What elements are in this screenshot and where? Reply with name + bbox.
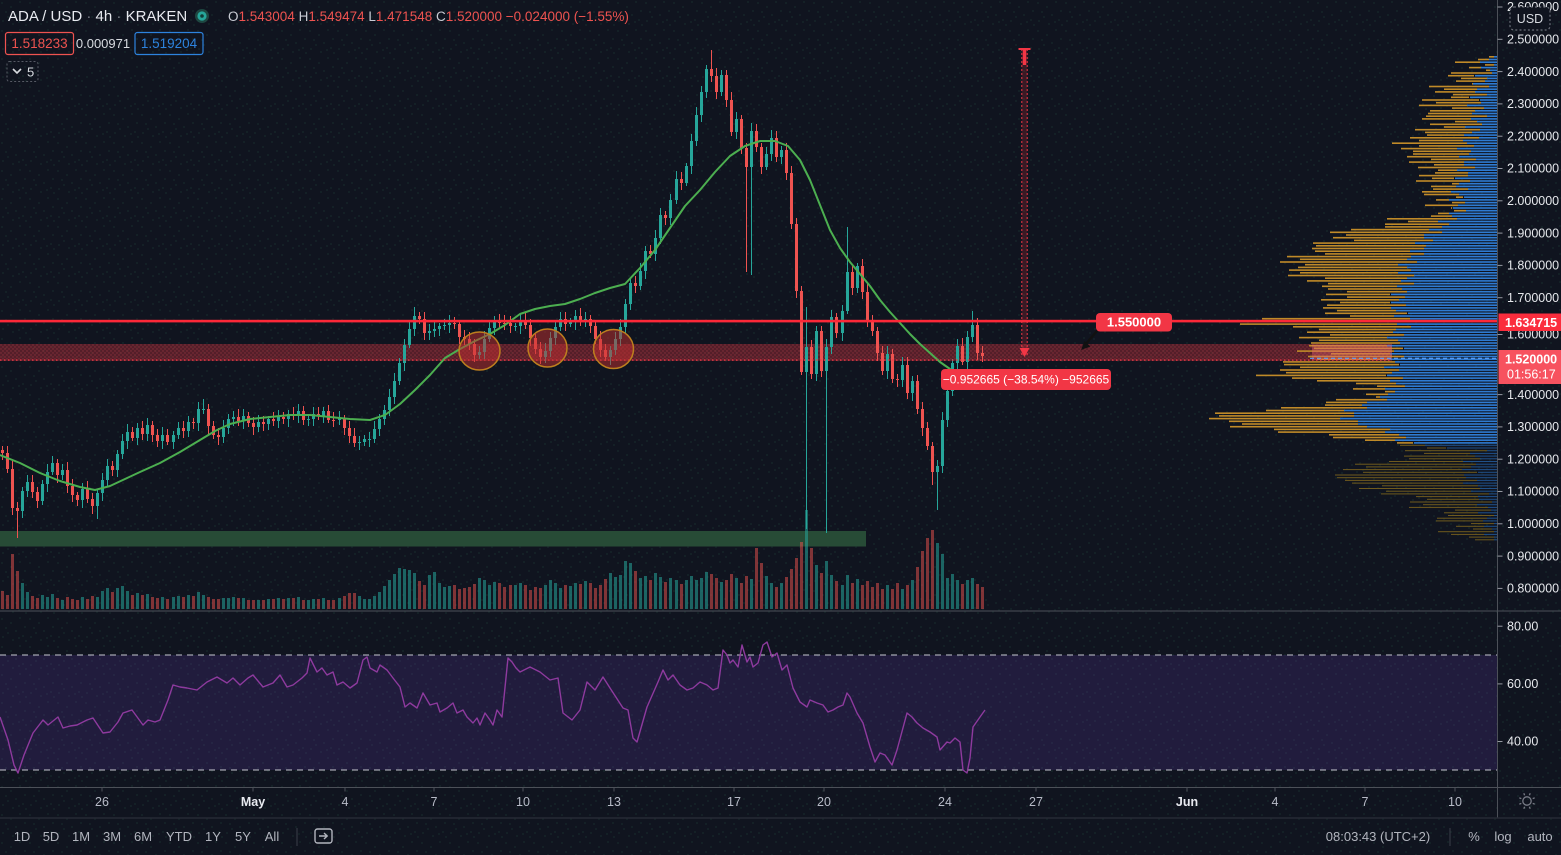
svg-text:20: 20 (817, 795, 831, 809)
svg-text:0.900000: 0.900000 (1507, 549, 1559, 563)
svg-text:auto: auto (1527, 829, 1552, 844)
svg-text:2.000000: 2.000000 (1507, 194, 1559, 208)
svg-text:2.100000: 2.100000 (1507, 162, 1559, 176)
svg-text:13: 13 (607, 795, 621, 809)
svg-text:2.200000: 2.200000 (1507, 129, 1559, 143)
svg-text:1.600000: 1.600000 (1507, 328, 1559, 342)
svg-text:−0.952665 (−38.54%) −952665: −0.952665 (−38.54%) −952665 (943, 373, 1110, 387)
svg-text:08:03:43 (UTC+2): 08:03:43 (UTC+2) (1326, 829, 1430, 844)
svg-text:5: 5 (27, 65, 34, 80)
svg-text:1.100000: 1.100000 (1507, 485, 1559, 499)
svg-text:4: 4 (342, 795, 349, 809)
svg-text:27: 27 (1029, 795, 1043, 809)
svg-text:ADA / USD · 4h · KRAKEN: ADA / USD · 4h · KRAKEN (8, 8, 187, 25)
svg-text:1.800000: 1.800000 (1507, 259, 1559, 273)
svg-text:O1.543004 H1.549474 L1.471548: O1.543004 H1.549474 L1.471548 C1.520000 … (228, 9, 629, 24)
svg-text:2.500000: 2.500000 (1507, 33, 1559, 47)
svg-text:24: 24 (938, 795, 952, 809)
svg-text:6M: 6M (134, 829, 152, 844)
svg-text:26: 26 (95, 795, 109, 809)
svg-text:2.300000: 2.300000 (1507, 97, 1559, 111)
svg-text:1.200000: 1.200000 (1507, 452, 1559, 466)
svg-text:10: 10 (516, 795, 530, 809)
svg-text:1.550000: 1.550000 (1107, 315, 1161, 330)
svg-text:1Y: 1Y (205, 829, 221, 844)
svg-text:0.000971: 0.000971 (76, 36, 130, 51)
svg-text:1.700000: 1.700000 (1507, 291, 1559, 305)
svg-text:5Y: 5Y (235, 829, 251, 844)
svg-text:1.900000: 1.900000 (1507, 226, 1559, 240)
svg-text:log: log (1494, 829, 1511, 844)
svg-text:1.518233: 1.518233 (11, 36, 67, 51)
svg-text:3M: 3M (103, 829, 121, 844)
svg-text:USD: USD (1517, 12, 1543, 26)
svg-text:2.400000: 2.400000 (1507, 65, 1559, 79)
svg-text:May: May (241, 795, 265, 809)
svg-text:0.800000: 0.800000 (1507, 582, 1559, 596)
svg-text:YTD: YTD (166, 829, 192, 844)
svg-text:%: % (1468, 829, 1480, 844)
svg-text:40.00: 40.00 (1507, 735, 1538, 749)
svg-text:17: 17 (727, 795, 741, 809)
svg-text:10: 10 (1448, 795, 1462, 809)
svg-text:7: 7 (1362, 795, 1369, 809)
svg-text:Jun: Jun (1176, 795, 1198, 809)
svg-text:60.00: 60.00 (1507, 677, 1538, 691)
svg-text:7: 7 (431, 795, 438, 809)
svg-text:80.00: 80.00 (1507, 619, 1538, 633)
svg-text:1.519204: 1.519204 (141, 36, 198, 51)
svg-text:5D: 5D (43, 829, 60, 844)
svg-text:4: 4 (1272, 795, 1279, 809)
svg-text:1.000000: 1.000000 (1507, 517, 1559, 531)
svg-text:1.400000: 1.400000 (1507, 388, 1559, 402)
svg-text:01:56:17: 01:56:17 (1507, 368, 1556, 382)
svg-text:1.634715: 1.634715 (1505, 316, 1557, 330)
svg-text:1.300000: 1.300000 (1507, 420, 1559, 434)
svg-text:1.520000: 1.520000 (1505, 353, 1557, 367)
svg-text:1M: 1M (72, 829, 90, 844)
svg-text:All: All (265, 829, 280, 844)
svg-text:1D: 1D (14, 829, 31, 844)
